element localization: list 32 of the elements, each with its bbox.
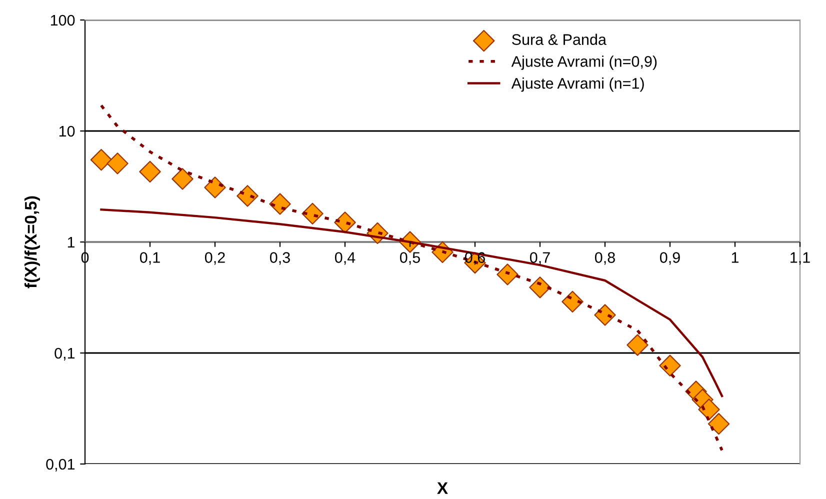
point xyxy=(708,412,730,435)
legend-label: Ajuste Avrami (n=0,9) xyxy=(511,56,657,70)
point xyxy=(594,304,616,326)
x-tick-label: 0,9 xyxy=(660,252,680,265)
x-tick-label: 0,5 xyxy=(400,252,420,265)
point xyxy=(659,354,681,376)
x-tick-label: 1 xyxy=(732,252,739,263)
y-tick-label: 0,01 xyxy=(46,458,75,472)
legend-label: Ajuste Avrami (n=1) xyxy=(511,78,644,92)
point xyxy=(204,176,226,198)
point xyxy=(172,168,194,190)
x-tick-label: 0,1 xyxy=(140,252,160,265)
y-tick-label: 0,1 xyxy=(54,348,75,360)
point xyxy=(626,334,648,356)
x-tick-label: 0,7 xyxy=(530,252,550,265)
x-tick-label: 0,2 xyxy=(204,252,225,265)
y-axis-title: f(X)/f(X=0,5) xyxy=(24,196,40,288)
x-tick-label: 0,8 xyxy=(594,252,615,265)
x-tick-label: 1,1 xyxy=(790,252,810,265)
x-tick-label: 0,3 xyxy=(270,252,290,265)
x-tick-label: 0,4 xyxy=(334,252,356,265)
point xyxy=(496,264,518,286)
y-tick-label: 10 xyxy=(59,126,75,137)
y-tick-label: 1 xyxy=(68,237,75,248)
x-axis-title: X xyxy=(437,482,448,494)
y-tick-label: 100 xyxy=(50,14,75,26)
point xyxy=(90,148,112,171)
point xyxy=(529,276,551,298)
point xyxy=(698,398,720,420)
legend-label: Sura & Panda xyxy=(512,34,606,45)
point xyxy=(139,160,161,183)
point xyxy=(106,152,128,174)
